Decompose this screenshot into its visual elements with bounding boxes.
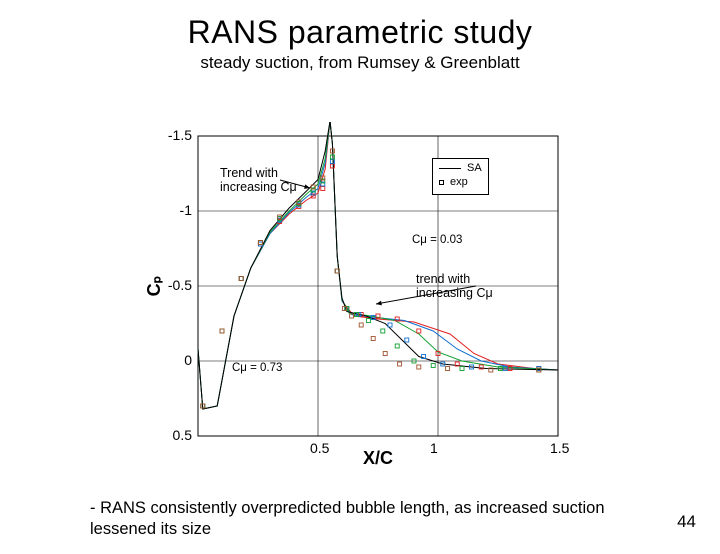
x-axis-label: X/C	[363, 448, 393, 469]
y-tick-label: 0	[162, 352, 192, 368]
legend-label: SA	[467, 162, 482, 176]
x-tick-label: 1	[430, 440, 438, 456]
y-tick-label: 0.5	[162, 427, 192, 443]
y-tick-label: -1	[162, 202, 192, 218]
chart-annotation: Trend withincreasing Cμ	[220, 166, 297, 195]
legend-entry: SA	[439, 162, 482, 176]
page-subtitle: steady suction, from Rumsey & Greenblatt	[0, 53, 720, 73]
x-tick-label: 1.5	[550, 440, 569, 456]
chart-svg	[140, 122, 590, 467]
chart-small-label: Cμ = 0.73	[232, 362, 282, 374]
y-tick-label: -1.5	[162, 127, 192, 143]
page-title: RANS parametric study	[0, 14, 720, 51]
chart-small-label: Cμ = 0.03	[412, 234, 462, 246]
legend-label: exp	[450, 176, 468, 190]
x-tick-label: 0.5	[310, 440, 329, 456]
footnote-text: - RANS consistently overpredicted bubble…	[90, 498, 630, 539]
cp-chart: Cₚ X/C 0.511.5-1.5-1-0.500.5Trend within…	[140, 122, 590, 467]
chart-legend: SAexp	[432, 158, 489, 195]
legend-entry: exp	[439, 176, 482, 190]
page-number: 44	[677, 512, 696, 532]
y-tick-label: -0.5	[162, 277, 192, 293]
chart-annotation: trend withincreasing Cμ	[416, 272, 493, 301]
